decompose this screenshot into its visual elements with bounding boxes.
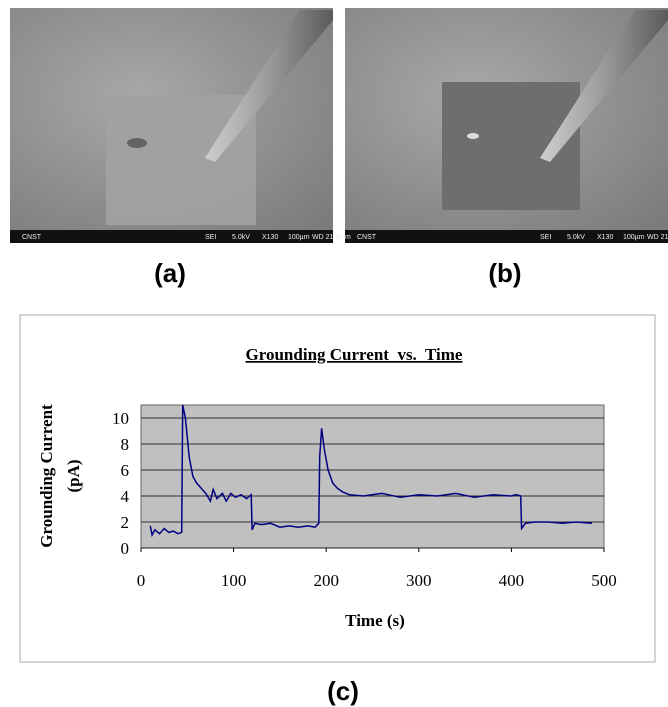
info-text: X130 <box>262 234 278 241</box>
x-axis-label: Time (s) <box>345 611 405 630</box>
x-tick-label: 0 <box>137 571 146 590</box>
info-text: WD 21.8mm <box>312 234 351 241</box>
y-tick-label: 0 <box>121 539 130 558</box>
sem-image-b <box>345 8 668 243</box>
info-text: 5.0kV <box>232 234 250 241</box>
x-tick-label: 300 <box>406 571 432 590</box>
data-line <box>149 404 593 538</box>
info-text: SEI <box>540 234 551 241</box>
x-tick-label: 400 <box>499 571 525 590</box>
info-text: X130 <box>597 234 613 241</box>
panel-label: (b) <box>488 258 521 288</box>
y-tick-label: 10 <box>112 409 129 428</box>
panel-label: (a) <box>154 258 186 288</box>
y-axis-label: Grounding Current <box>37 404 56 548</box>
info-text: 5.0kV <box>567 234 585 241</box>
chart-title: Grounding Current vs. Time <box>246 345 463 364</box>
y-tick-label: 8 <box>121 435 130 454</box>
x-tick-label: 200 <box>313 571 339 590</box>
panel-label: (c) <box>327 676 359 706</box>
y-tick-label: 4 <box>121 487 130 506</box>
chart-frame <box>19 314 656 663</box>
info-text: CNST <box>22 234 42 241</box>
plot-area <box>140 404 605 549</box>
x-tick-label: 100 <box>221 571 247 590</box>
y-tick-label: 2 <box>121 513 130 532</box>
info-text: CNST <box>357 234 377 241</box>
info-text: SEI <box>205 234 216 241</box>
info-text: 100µm <box>288 234 310 241</box>
sem-image-a <box>10 8 333 243</box>
y-axis-label: (pA) <box>64 459 83 492</box>
info-text: 100µm <box>623 234 645 241</box>
info-text: WD 21.8mm <box>647 234 668 241</box>
x-tick-label: 500 <box>591 571 617 590</box>
y-tick-label: 6 <box>121 461 130 480</box>
